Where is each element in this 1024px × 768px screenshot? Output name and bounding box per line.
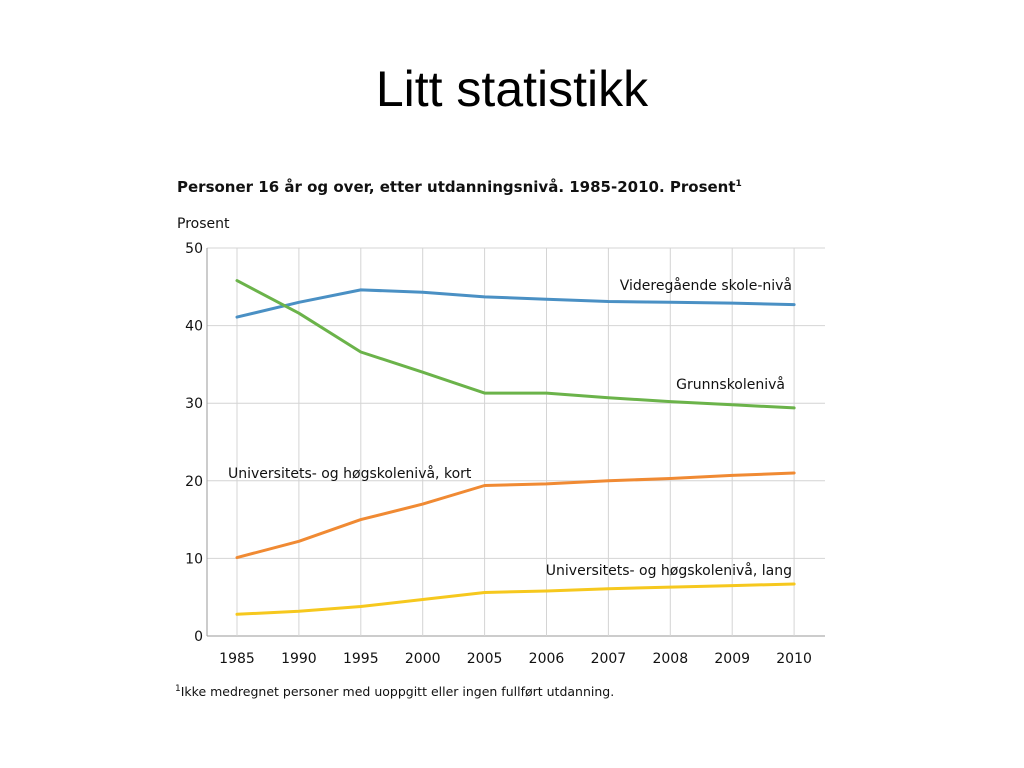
- y-tick-label: 20: [185, 474, 203, 490]
- y-tick-labels: 0 10 20 30 40 50: [185, 241, 203, 645]
- series-line-uh-lang: [235, 582, 796, 616]
- y-tick-label: 50: [185, 241, 203, 257]
- series-label-uh-kort: Universitets- og høgskolenivå, kort: [228, 465, 472, 482]
- x-tick-label: 2010: [776, 651, 812, 667]
- footnote-text: Ikke medregnet personer med uoppgitt ell…: [181, 684, 614, 699]
- x-tick-label: 1995: [343, 651, 379, 667]
- y-tick-label: 10: [185, 551, 203, 567]
- y-axis-label: Prosent: [177, 216, 230, 232]
- x-tick-label: 2000: [405, 651, 441, 667]
- y-tick-label: 40: [185, 319, 203, 335]
- series-line-videregaende: [235, 288, 796, 319]
- chart-title: Personer 16 år og over, etter utdannings…: [177, 178, 742, 196]
- series-labels: Videregående skole-nivå Grunnskolenivå Uni…: [228, 277, 792, 579]
- series-lines: [235, 279, 796, 616]
- footnote: 1Ikke medregnet personer med uoppgitt el…: [175, 684, 614, 699]
- slide-title: Litt statistikk: [375, 61, 649, 117]
- x-tick-label: 2008: [652, 651, 688, 667]
- footnote-mark: 1: [175, 684, 181, 694]
- y-tick-label: 30: [185, 396, 203, 412]
- x-tick-label: 1990: [281, 651, 317, 667]
- x-tick-label: 2009: [714, 651, 750, 667]
- x-tick-labels: 1985 1990 1995 2000 2005 2006 2007 2008 2009 2010: [219, 651, 812, 667]
- x-tick-label: 2005: [467, 651, 503, 667]
- series-line-grunnskole: [235, 279, 796, 410]
- y-tick-label: 0: [194, 629, 203, 645]
- series-label-videregaende: Videregående skole-nivå: [620, 277, 792, 294]
- series-line-uh-kort: [235, 471, 796, 560]
- x-tick-label: 2007: [591, 651, 627, 667]
- series-label-grunnskole: Grunnskolenivå: [676, 376, 785, 393]
- chart-title-footnote-mark: 1: [736, 179, 742, 189]
- x-tick-label: 2006: [529, 651, 565, 667]
- x-tick-label: 1985: [219, 651, 255, 667]
- chart-title-text: Personer 16 år og over, etter utdannings…: [177, 178, 736, 196]
- series-label-uh-lang: Universitets- og høgskolenivå, lang: [546, 562, 792, 579]
